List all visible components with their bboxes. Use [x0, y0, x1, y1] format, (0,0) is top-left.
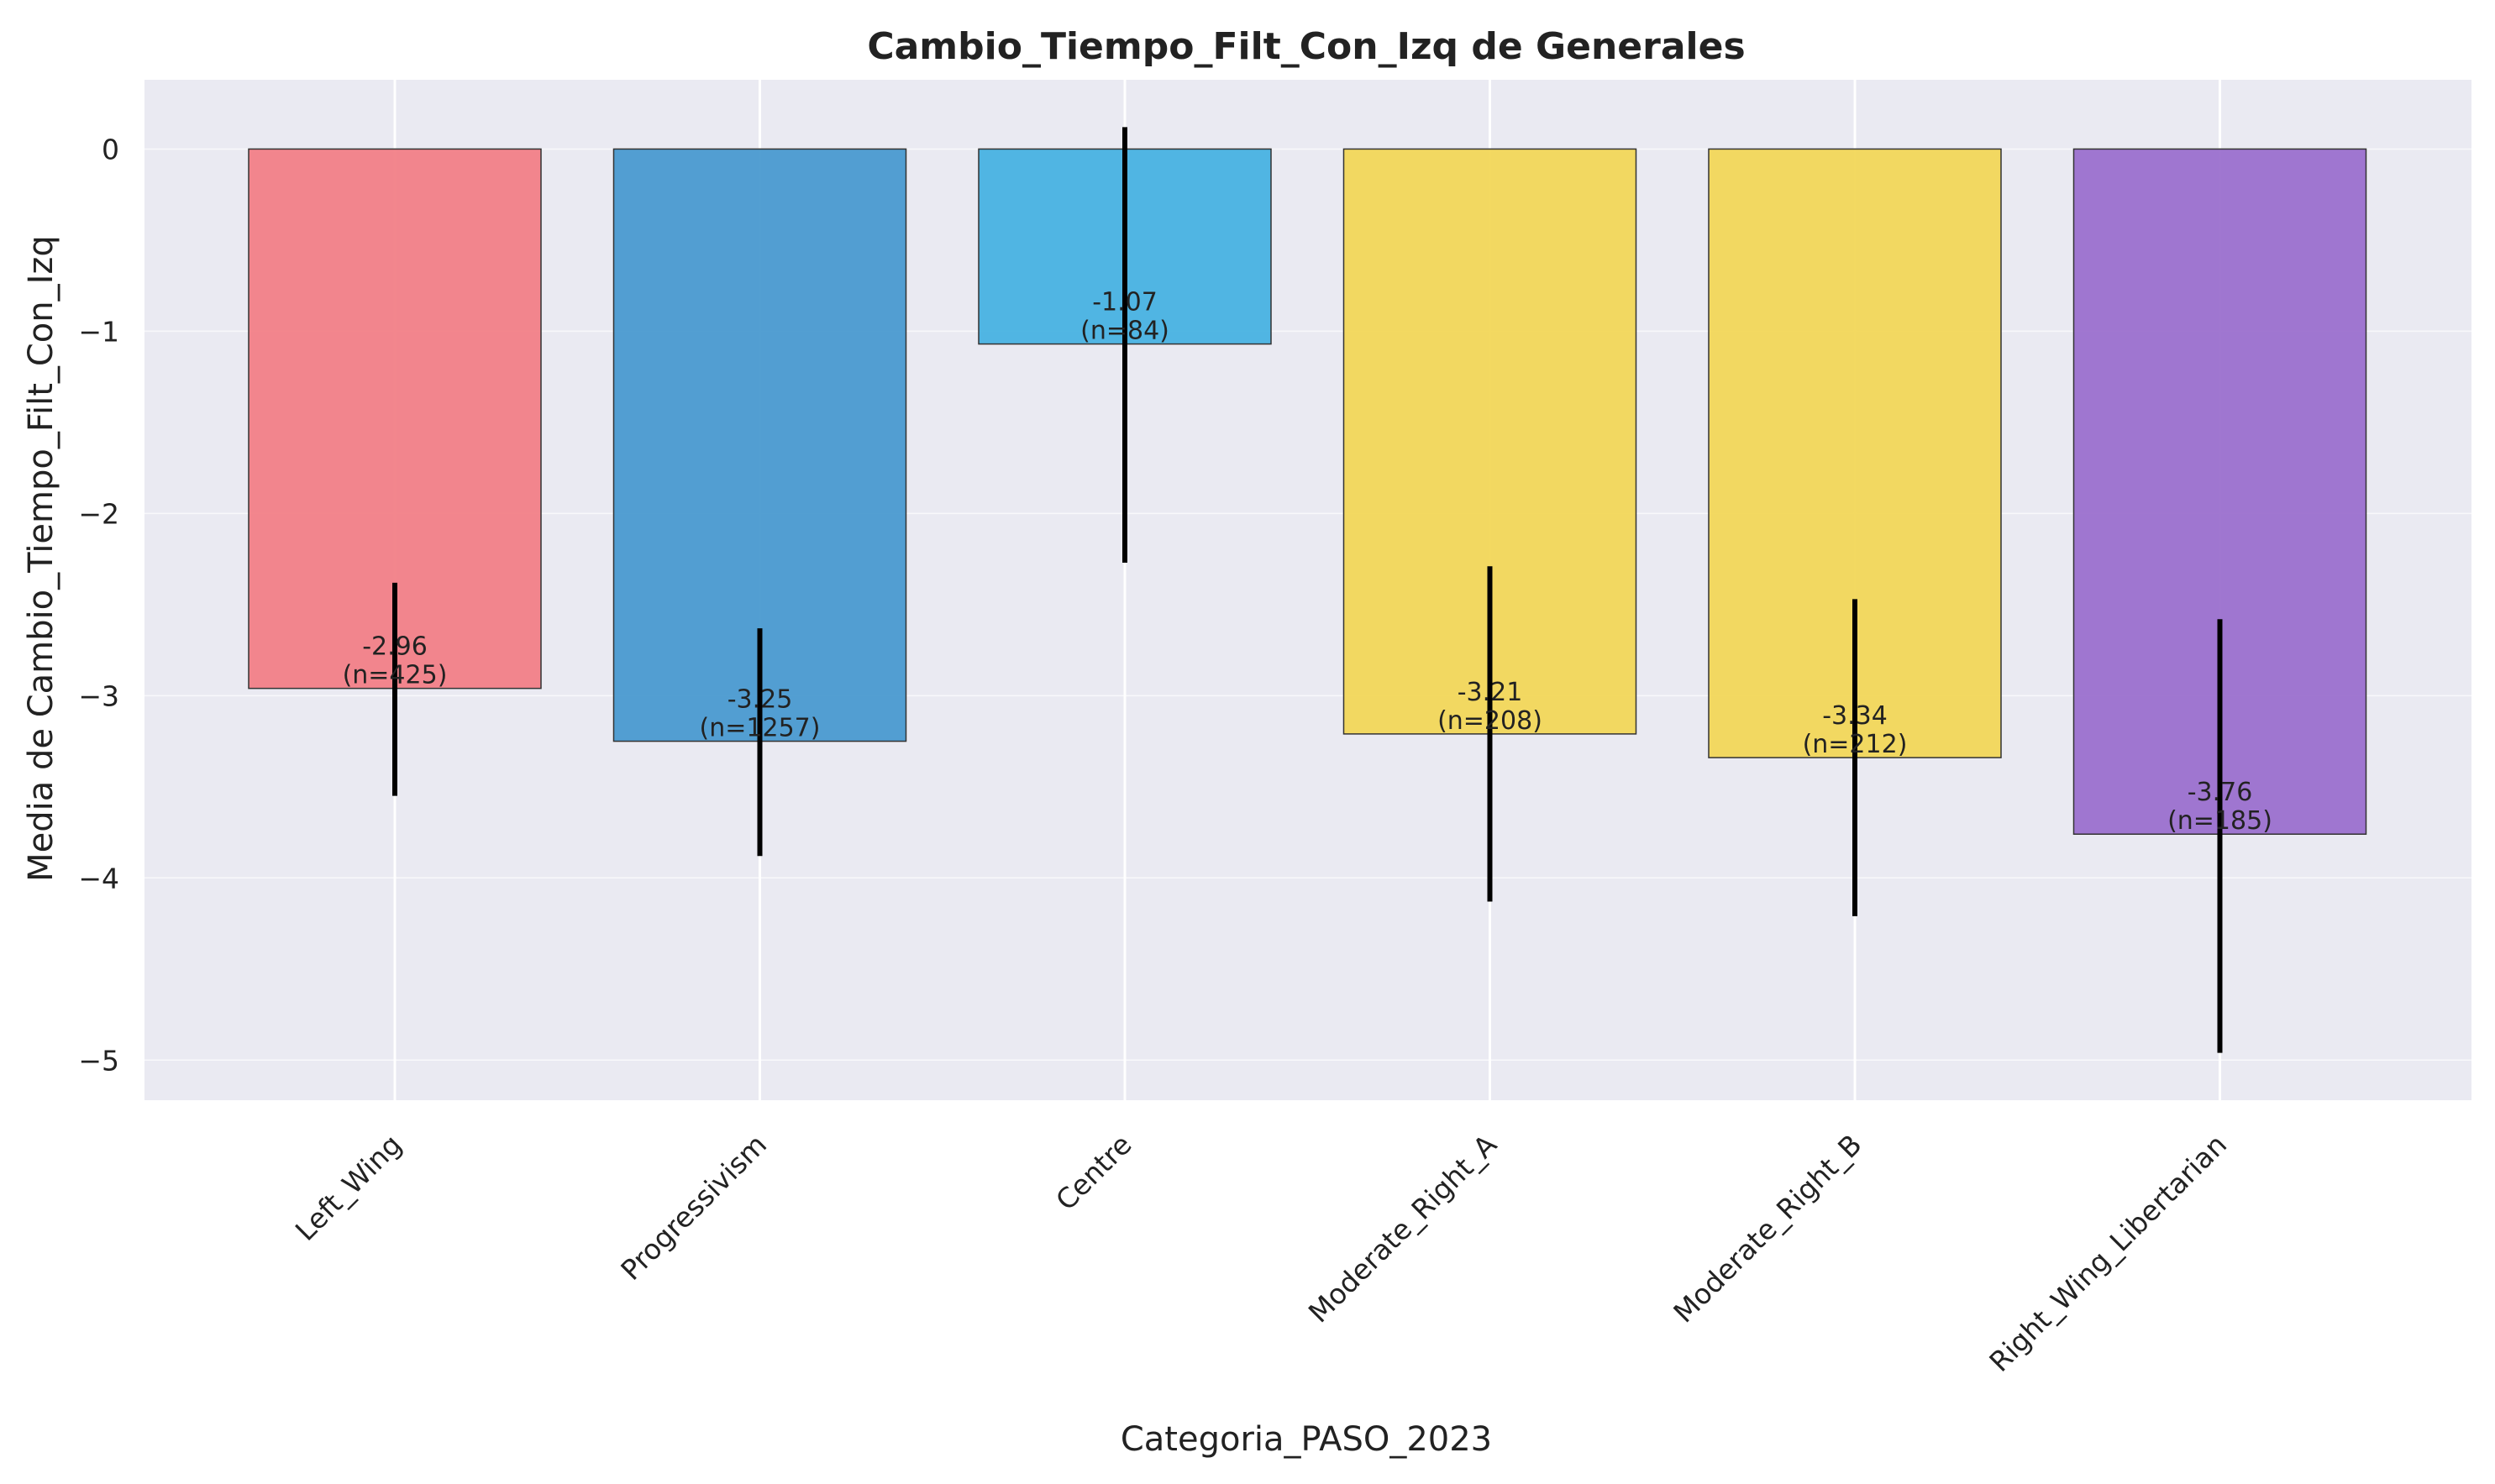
y-tick-label: −5 — [78, 1044, 119, 1077]
chart-title: Cambio_Tiempo_Filt_Con_Izq de Generales — [867, 25, 1745, 68]
n-label: (n=212) — [1803, 730, 1908, 759]
n-label: (n=84) — [1080, 317, 1169, 346]
value-label: -1.07 — [1092, 288, 1158, 317]
x-tick-label: Centre — [1049, 1128, 1138, 1217]
error-bars — [392, 127, 2223, 1053]
x-tick-labels: Left_Wing Progressivism Centre Moderate_Rig… — [289, 1128, 2233, 1378]
n-label: (n=425) — [343, 661, 448, 690]
value-label: -3.34 — [1822, 701, 1888, 731]
y-tick-label: 0 — [102, 133, 119, 165]
n-label: (n=208) — [1437, 706, 1542, 736]
value-label: -3.21 — [1458, 678, 1523, 707]
value-label: -3.25 — [727, 685, 793, 715]
data-labels: -2.96(n=425) -3.25(n=1257) -1.07(n=84) -3.2… — [343, 288, 2272, 836]
x-tick-label: Left_Wing — [289, 1128, 408, 1247]
x-tick-label: Right_Wing_Libertarian — [1983, 1128, 2233, 1378]
n-label: (n=1257) — [700, 714, 821, 743]
value-label: -2.96 — [362, 632, 428, 662]
y-tick-label: −2 — [78, 497, 119, 530]
n-label: (n=185) — [2167, 806, 2272, 836]
y-tick-labels: 0 −1 −2 −3 −4 −5 — [78, 133, 119, 1077]
y-axis-label: Media de Cambio_Tiempo_Filt_Con_Izq — [22, 235, 60, 882]
bars — [248, 148, 2367, 835]
value-label: -3.76 — [2188, 778, 2253, 807]
y-tick-label: −1 — [78, 315, 119, 348]
x-tick-label: Moderate_Right_A — [1302, 1128, 1504, 1329]
y-tick-label: −4 — [78, 862, 119, 894]
x-tick-label: Moderate_Right_B — [1667, 1128, 1867, 1329]
x-tick-label: Progressivism — [614, 1128, 773, 1287]
x-axis-label: Categoria_PASO_2023 — [1121, 1420, 1492, 1459]
y-tick-label: −3 — [78, 679, 119, 712]
